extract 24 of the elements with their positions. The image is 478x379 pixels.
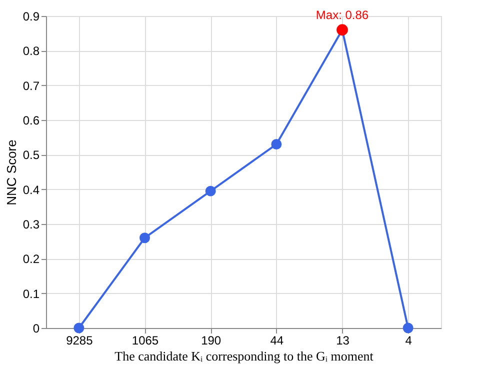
y-tick-label: 0.7 [22,78,40,93]
y-tick-label: 0.9 [22,10,40,24]
y-tick-label: 0.8 [22,44,40,58]
y-tick-label: 0.5 [22,148,40,162]
point [402,322,414,334]
y-axis-title: NNC Score [4,140,19,206]
x-axis-title: The candidate Kᵢ corresponding to the Gᵢ moment [114,348,374,364]
point [205,186,216,196]
x-tick-label: 44 [270,334,284,348]
point [140,232,150,244]
y-tick-label: 0.3 [22,218,40,232]
x-tick-label: 4 [405,334,412,348]
x-tick-label: 1065 [132,334,159,348]
y-tick-label: 0.1 [22,286,40,301]
y-tick-label: 0.2 [22,252,40,266]
y-tick-label: 0.6 [22,114,40,128]
point [271,139,282,150]
y-tick-label: 0 [32,322,40,336]
annotation: Max: 0.86 [316,8,369,22]
x-tick-label: 13 [336,334,350,348]
point [74,322,84,334]
y-tick-label: 0.4 [22,182,40,197]
x-tick-label: 190 [201,334,222,348]
x-tick-label: 9285 [66,334,94,348]
